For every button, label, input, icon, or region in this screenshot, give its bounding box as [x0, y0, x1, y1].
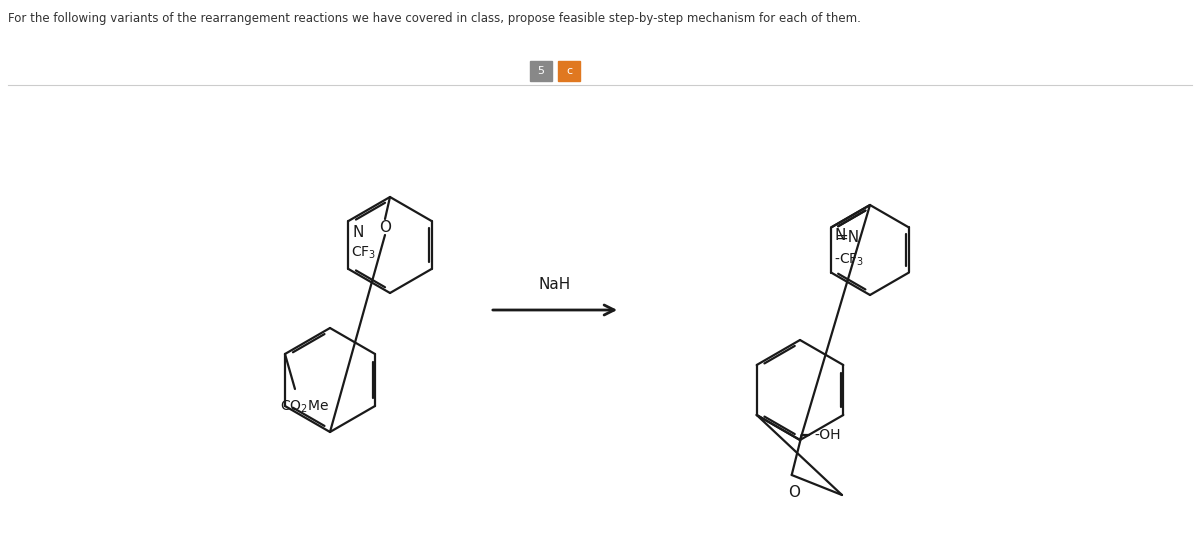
Text: 5: 5 — [538, 66, 545, 76]
Text: O: O — [787, 485, 799, 500]
Text: c: c — [566, 66, 572, 76]
Bar — [558, 61, 580, 81]
Text: -OH: -OH — [815, 428, 841, 442]
Text: -CF$_3$: -CF$_3$ — [834, 251, 864, 267]
Text: For the following variants of the rearrangement reactions we have covered in cla: For the following variants of the rearra… — [8, 12, 860, 25]
Text: NaH: NaH — [539, 277, 571, 292]
Text: N: N — [353, 225, 364, 240]
Text: O: O — [379, 219, 391, 234]
Text: N: N — [834, 228, 846, 243]
Text: CO$_2$Me: CO$_2$Me — [280, 399, 329, 415]
Bar — [530, 61, 552, 81]
Text: =N: =N — [835, 229, 859, 245]
Text: CF$_3$: CF$_3$ — [352, 245, 377, 261]
